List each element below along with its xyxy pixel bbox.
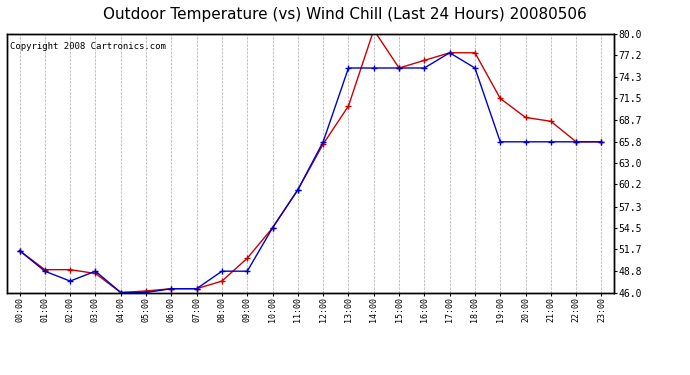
Text: Outdoor Temperature (vs) Wind Chill (Last 24 Hours) 20080506: Outdoor Temperature (vs) Wind Chill (Las… — [103, 8, 587, 22]
Text: Copyright 2008 Cartronics.com: Copyright 2008 Cartronics.com — [10, 42, 166, 51]
